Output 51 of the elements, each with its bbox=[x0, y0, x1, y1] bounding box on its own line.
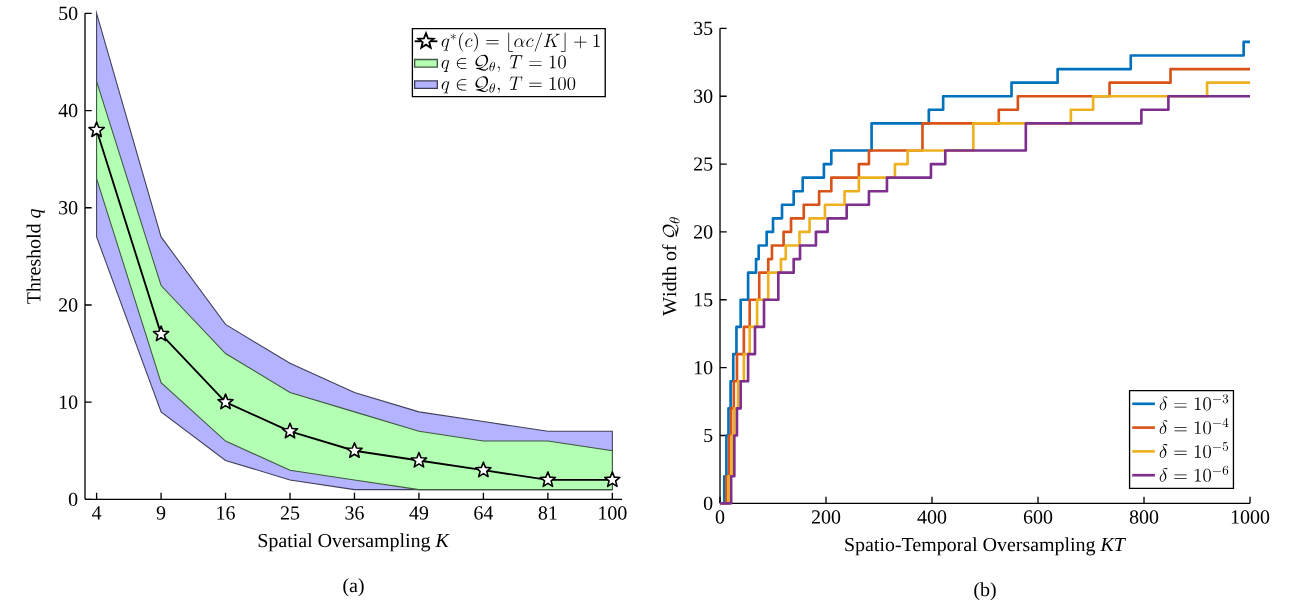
x-tick-label: 25 bbox=[280, 506, 300, 520]
x-tick-label: 100 bbox=[599, 506, 627, 520]
text: (a) bbox=[343, 578, 364, 597]
legend-label: $q \in \mathcal{Q}_\theta,\ T = 100$ bbox=[441, 76, 576, 94]
x-tick-label: 49 bbox=[409, 506, 429, 520]
legend-label: $q \in \mathcal{Q}_\theta,\ T = 10$ bbox=[441, 54, 566, 72]
y-tick-label: 15 bbox=[694, 292, 713, 307]
x-tick-label: 0 bbox=[715, 510, 725, 524]
y-tick-label: 0 bbox=[703, 496, 713, 510]
y-tick-label: 30 bbox=[59, 200, 78, 215]
x-tick-label: 36 bbox=[345, 506, 364, 520]
x-tick-label: 1000 bbox=[1231, 510, 1270, 524]
x-tick-label: 600 bbox=[1023, 510, 1053, 524]
y-tick-label: 5 bbox=[704, 428, 713, 442]
legend-label: $\delta = 10^{-5}$ bbox=[1159, 441, 1229, 458]
point bbox=[346, 441, 363, 458]
y-tick-label: 30 bbox=[694, 89, 713, 103]
y-tick-label: 0 bbox=[68, 492, 78, 506]
x-axis-title: Spatio-Temporal Oversampling KT bbox=[845, 537, 1127, 556]
y-tick-label: 20 bbox=[59, 298, 78, 312]
y-tick-label: 40 bbox=[58, 103, 78, 118]
legend-label: $q^*(c) = \lfloor \alpha c/K \rfloor + 1$ bbox=[441, 32, 600, 52]
legend-label: $\delta = 10^{-6}$ bbox=[1159, 465, 1229, 482]
x-tick-label: 9 bbox=[156, 506, 166, 520]
x-tick-label: 81 bbox=[538, 506, 557, 520]
legend-label: $\delta = 10^{-3}$ bbox=[1159, 394, 1229, 411]
text: (b) bbox=[974, 582, 996, 601]
point bbox=[281, 422, 299, 439]
x-tick-label: 400 bbox=[917, 510, 947, 524]
x-tick-label: 64 bbox=[474, 506, 494, 520]
y-tick-label: 25 bbox=[694, 157, 713, 171]
y-tick-label: 10 bbox=[694, 360, 713, 375]
legend-label: $\delta = 10^{-4}$ bbox=[1159, 417, 1229, 435]
point bbox=[410, 451, 428, 468]
x-tick-label: 4 bbox=[92, 506, 102, 520]
point bbox=[603, 470, 621, 488]
point bbox=[152, 325, 170, 342]
x-tick-label: 200 bbox=[811, 510, 841, 524]
y-axis-title: Threshold q bbox=[26, 208, 45, 304]
x-axis-title: Spatial Oversampling K bbox=[258, 533, 450, 552]
y-axis-title: $\mathrm{Width\ of\ }\mathcal{Q}_\theta$ bbox=[662, 217, 680, 316]
y-tick-label: 35 bbox=[694, 21, 713, 35]
point bbox=[88, 121, 106, 138]
y-tick-label: 50 bbox=[59, 6, 78, 20]
x-tick-label: 16 bbox=[217, 506, 235, 520]
x-tick-label: 800 bbox=[1129, 510, 1159, 524]
point bbox=[539, 470, 557, 488]
point bbox=[217, 393, 234, 410]
y-tick-label: 20 bbox=[694, 225, 713, 239]
point bbox=[475, 461, 492, 478]
y-tick-label: 10 bbox=[59, 395, 78, 409]
